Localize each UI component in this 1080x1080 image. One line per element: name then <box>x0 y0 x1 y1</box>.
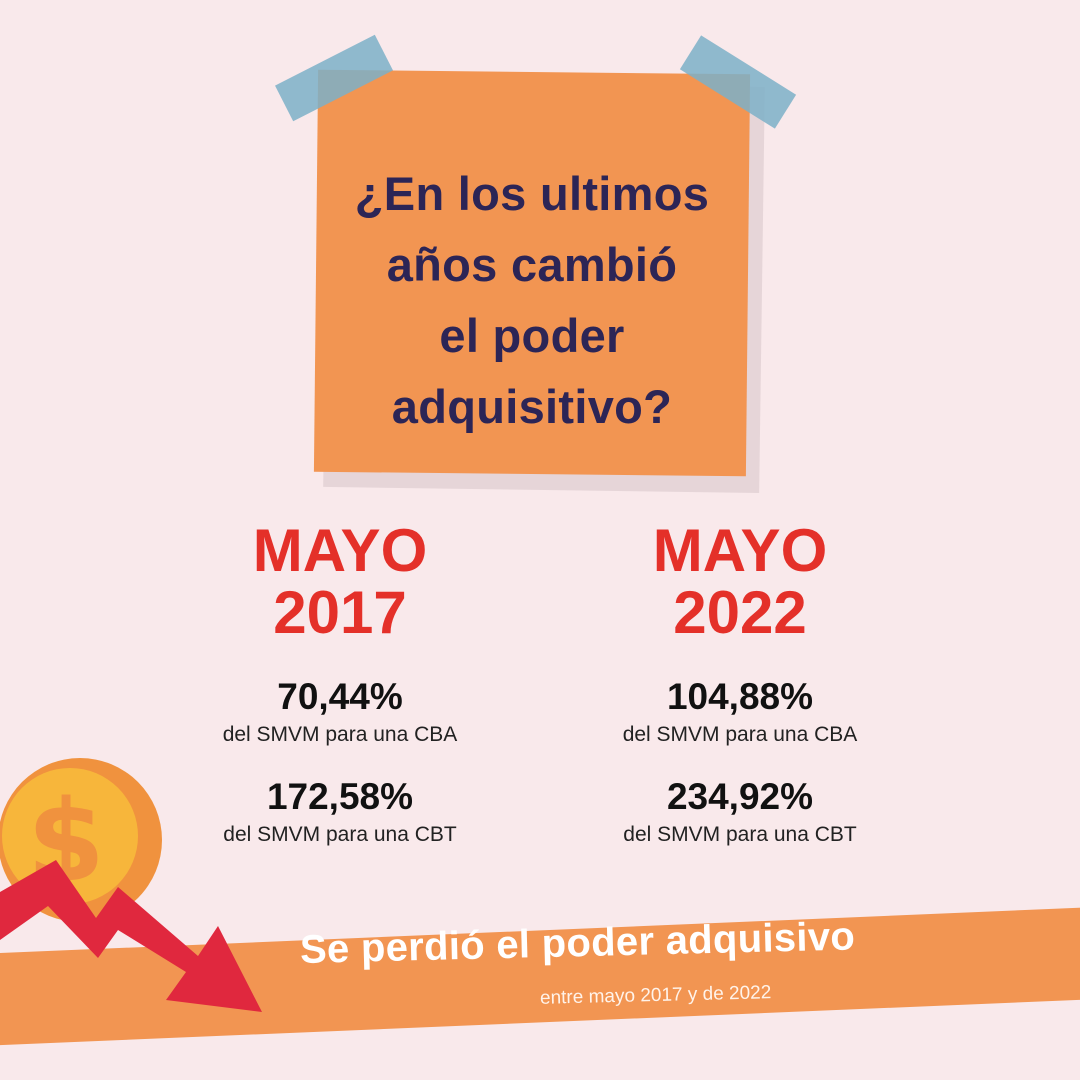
period-label: MAYO 2017 <box>252 517 428 646</box>
stat-caption: del SMVM para una CBT <box>223 823 457 846</box>
stat-caption: del SMVM para una CBA <box>222 723 458 746</box>
period-label: MAYO 2022 <box>652 517 828 646</box>
stat-value: 104,88% <box>666 676 814 717</box>
stat-cba: 70,44% del SMVM para una CBA <box>120 676 560 748</box>
stat-cbt: 234,92% del SMVM para una CBT <box>520 776 960 848</box>
stat-cbt: 172,58% del SMVM para una CBT <box>120 776 560 848</box>
column-2017: MAYO 2017 70,44% del SMVM para una CBA 1… <box>120 520 560 848</box>
stat-value: 172,58% <box>266 776 414 817</box>
column-2022: MAYO 2022 104,88% del SMVM para una CBA … <box>520 520 960 848</box>
stat-value: 234,92% <box>666 776 814 817</box>
stat-value: 70,44% <box>277 676 403 717</box>
down-trend-arrow-icon <box>0 860 262 1012</box>
stat-caption: del SMVM para una CBT <box>623 823 857 846</box>
stat-cba: 104,88% del SMVM para una CBA <box>520 676 960 748</box>
question-heading: ¿En los ultimos años cambió el poder adq… <box>354 167 710 433</box>
stat-caption: del SMVM para una CBA <box>622 723 858 746</box>
